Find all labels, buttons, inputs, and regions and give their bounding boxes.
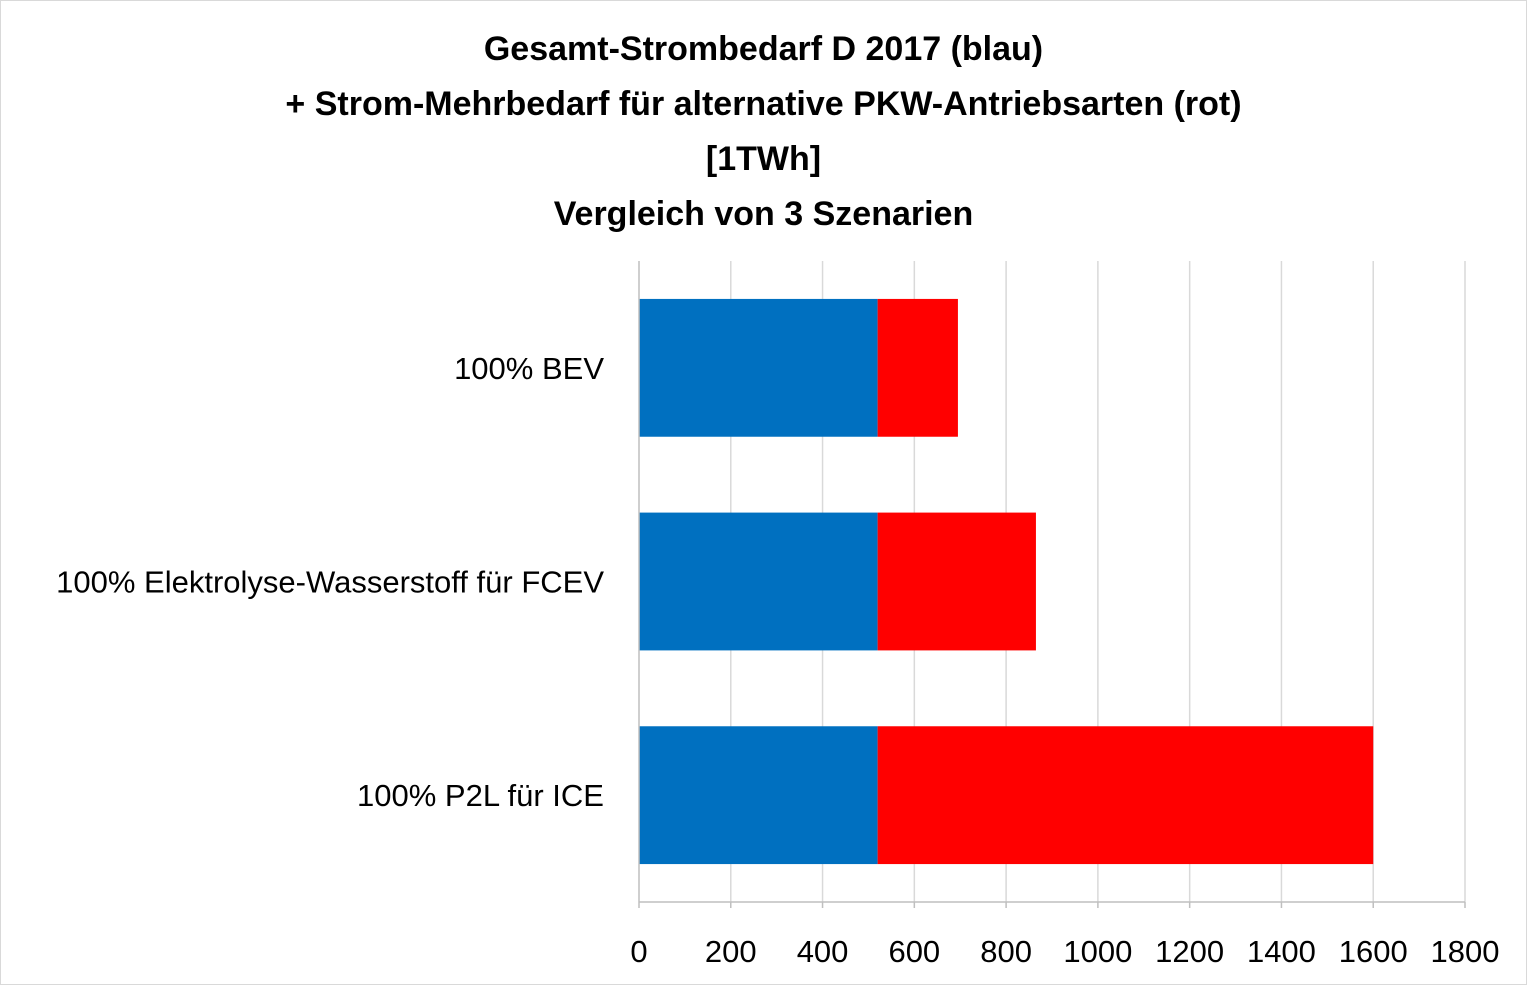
- x-tick-label-1000: 1000: [1063, 934, 1132, 969]
- bar-red-0: [877, 298, 958, 437]
- chart-title: Gesamt-Strombedarf D 2017 (blau) + Strom…: [0, 22, 1527, 242]
- x-tick-label-1200: 1200: [1155, 934, 1224, 969]
- x-tick-label-1800: 1800: [1431, 934, 1500, 969]
- x-tick-label-1400: 1400: [1247, 934, 1316, 969]
- chart-title-line-1: Gesamt-Strombedarf D 2017 (blau): [483, 30, 1044, 68]
- x-tick-label-800: 800: [980, 934, 1032, 969]
- chart-title-line-4: Vergleich von 3 Szenarien: [553, 195, 974, 233]
- x-tick-label-1600: 1600: [1339, 934, 1408, 969]
- x-tick-label-400: 400: [797, 934, 849, 969]
- chart-title-line-2: + Strom-Mehrbedarf für alternative PKW-A…: [285, 85, 1242, 123]
- x-tick-label-0: 0: [630, 934, 647, 969]
- bar-blue-0: [639, 298, 878, 437]
- bars: [639, 298, 1374, 865]
- bar-blue-2: [639, 726, 878, 865]
- category-label-2: 100% P2L für ICE: [357, 778, 604, 813]
- bar-blue-1: [639, 512, 878, 651]
- chart-title-line-3: [1TWh]: [705, 140, 822, 178]
- bar-red-1: [877, 512, 1036, 651]
- category-labels: 100% BEV 100% Elektrolyse-Wasserstoff für…: [56, 351, 604, 813]
- x-axis: 0 200 400 600 800 1000 1200 1400 1600 1800: [630, 261, 1499, 969]
- x-tick-label-200: 200: [705, 934, 757, 969]
- x-tick-label-600: 600: [888, 934, 940, 969]
- category-label-0: 100% BEV: [454, 351, 604, 386]
- category-label-1: 100% Elektrolyse-Wasserstoff für FCEV: [56, 565, 604, 600]
- bar-red-2: [877, 726, 1374, 865]
